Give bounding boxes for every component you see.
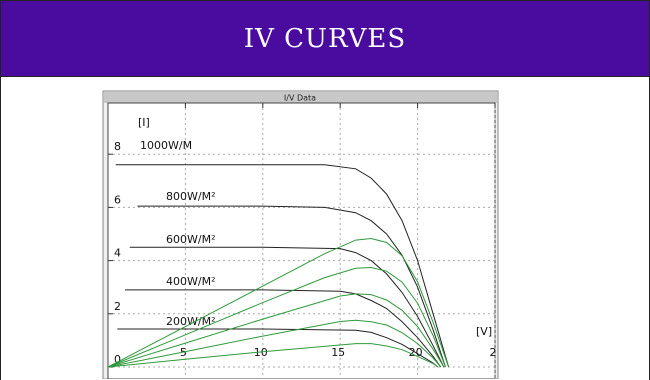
- y-tick-label: 4: [114, 247, 121, 260]
- series-line: [125, 289, 442, 368]
- y-tick-label: 2: [114, 300, 121, 313]
- y-tick-label: 0: [114, 353, 121, 366]
- curve-label: 200W/M²: [166, 315, 215, 328]
- x-tick-label: 10: [254, 346, 268, 359]
- header-title: IV CURVES: [243, 23, 407, 54]
- window-title-bar: [104, 92, 497, 103]
- series-line: [107, 319, 442, 368]
- series-line: [107, 293, 445, 368]
- series-line: [117, 328, 439, 368]
- series-line: [129, 246, 445, 368]
- series-line: [107, 266, 446, 368]
- x-tick-label: 15: [331, 346, 345, 359]
- y-tick-label: 6: [114, 193, 121, 206]
- curve-label: 800W/M²: [166, 190, 215, 203]
- series-line: [115, 164, 450, 368]
- curve-label: 400W/M²: [166, 275, 215, 288]
- series-line: [107, 237, 450, 368]
- series-line: [107, 343, 439, 368]
- y-tick-label: 8: [114, 140, 121, 153]
- series-line: [137, 205, 446, 368]
- x-tick-label: 2: [490, 346, 497, 359]
- y-axis-label: [I]: [138, 116, 150, 129]
- curve-label: 600W/M²: [166, 233, 215, 246]
- curve-label: 1000W/M: [140, 139, 192, 152]
- x-axis-label: [V]: [476, 325, 492, 338]
- chart-title: I/V Data: [284, 94, 316, 103]
- header: IV CURVES: [0, 0, 650, 77]
